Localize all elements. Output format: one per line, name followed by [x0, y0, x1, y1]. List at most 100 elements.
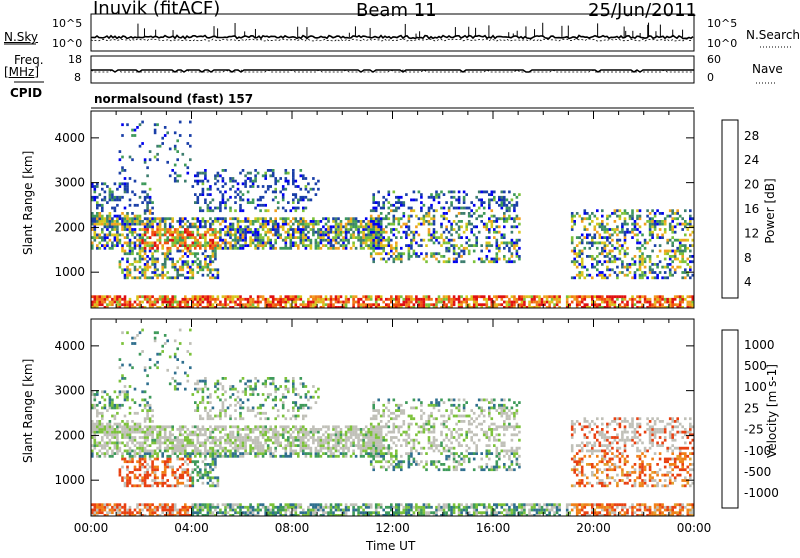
- echo-cell: [578, 271, 581, 274]
- echo-cell: [101, 411, 104, 415]
- echo-cell: [259, 244, 262, 247]
- echo-cell: [194, 217, 197, 221]
- echo-cell: [369, 238, 373, 242]
- echo-cell: [450, 222, 453, 226]
- echo-cell: [312, 217, 315, 221]
- echo-cell: [168, 297, 172, 301]
- echo-cell: [186, 441, 190, 445]
- echo-cell: [158, 430, 162, 434]
- echo-cell: [254, 206, 257, 210]
- echo-cell: [689, 276, 692, 280]
- echo-cell: [123, 273, 127, 277]
- echo-cell: [289, 244, 293, 247]
- echo-cell: [204, 382, 207, 386]
- echo-cell: [661, 295, 664, 299]
- echo-cell: [422, 220, 426, 223]
- echo-cell: [148, 484, 152, 488]
- echo-cell: [108, 446, 112, 450]
- echo-cell: [503, 246, 506, 250]
- echo-cell: [201, 297, 205, 301]
- echo-cell: [103, 433, 107, 437]
- echo-cell: [91, 393, 94, 396]
- echo-cell: [214, 244, 217, 247]
- echo-cell: [214, 252, 217, 256]
- echo-cell: [143, 233, 147, 237]
- echo-cell: [289, 220, 293, 223]
- echo-cell: [648, 268, 652, 272]
- echo-cell: [204, 433, 207, 437]
- echo-cell: [128, 273, 132, 277]
- echo-cell: [151, 260, 154, 264]
- echo-cell: [131, 454, 134, 458]
- echo-cell: [261, 241, 265, 245]
- echo-cell: [234, 236, 237, 239]
- echo-cell: [648, 300, 652, 304]
- echo-cell: [264, 171, 267, 175]
- echo-cell: [111, 454, 114, 458]
- echo-cell: [593, 214, 597, 218]
- echo-cell: [244, 230, 247, 234]
- echo-cell: [312, 187, 315, 191]
- echo-cell: [226, 406, 230, 410]
- echo-cell: [626, 263, 629, 266]
- echo-cell: [322, 233, 325, 237]
- echo-cell: [678, 241, 682, 245]
- echo-cell: [603, 300, 607, 304]
- echo-cell: [254, 454, 257, 458]
- echo-cell: [425, 255, 428, 258]
- echo-cell: [405, 297, 408, 301]
- echo-cell: [503, 255, 506, 258]
- echo-cell: [246, 425, 250, 429]
- echo-cell: [194, 505, 197, 509]
- echo-cell: [412, 209, 416, 213]
- echo-cell: [133, 454, 137, 458]
- echo-cell: [108, 217, 112, 221]
- echo-cell: [96, 300, 99, 304]
- echo-cell: [570, 220, 574, 223]
- echo-cell: [141, 444, 144, 447]
- echo-cell: [475, 303, 478, 307]
- echo-cell: [136, 505, 139, 509]
- echo-cell: [515, 252, 519, 256]
- echo-cell: [402, 252, 406, 256]
- echo-cell: [148, 409, 152, 412]
- echo-cell: [274, 238, 277, 242]
- echo-cell: [385, 217, 388, 221]
- echo-cell: [191, 263, 195, 266]
- echo-cell: [211, 428, 215, 431]
- echo-cell: [196, 460, 200, 464]
- echo-cell: [128, 411, 132, 415]
- echo-cell: [488, 295, 491, 299]
- echo-cell: [178, 222, 182, 226]
- echo-cell: [224, 233, 227, 237]
- echo-cell: [146, 265, 149, 269]
- echo-cell: [623, 209, 627, 213]
- echo-cell: [143, 217, 147, 221]
- echo-cell: [101, 217, 104, 221]
- echo-cell: [133, 193, 137, 196]
- echo-cell: [123, 276, 127, 280]
- echo-cell: [470, 214, 473, 218]
- echo-cell: [533, 297, 536, 301]
- echo-cell: [573, 222, 576, 226]
- echo-cell: [417, 255, 421, 258]
- echo-cell: [297, 236, 300, 239]
- echo-cell: [178, 511, 182, 515]
- echo-cell: [570, 238, 574, 242]
- echo-cell: [322, 244, 325, 247]
- echo-cell: [234, 233, 237, 237]
- echo-cell: [239, 190, 242, 194]
- echo-cell: [239, 441, 242, 445]
- echo-cell: [91, 508, 94, 512]
- echo-cell: [106, 425, 109, 429]
- echo-cell: [148, 244, 152, 247]
- echo-cell: [299, 295, 303, 299]
- echo-cell: [523, 303, 526, 307]
- echo-cell: [455, 206, 458, 210]
- echo-cell: [191, 481, 195, 485]
- echo-cell: [126, 433, 129, 437]
- echo-cell: [131, 484, 134, 488]
- echo-cell: [121, 166, 124, 170]
- echo-cell: [133, 260, 137, 264]
- echo-cell: [407, 228, 411, 231]
